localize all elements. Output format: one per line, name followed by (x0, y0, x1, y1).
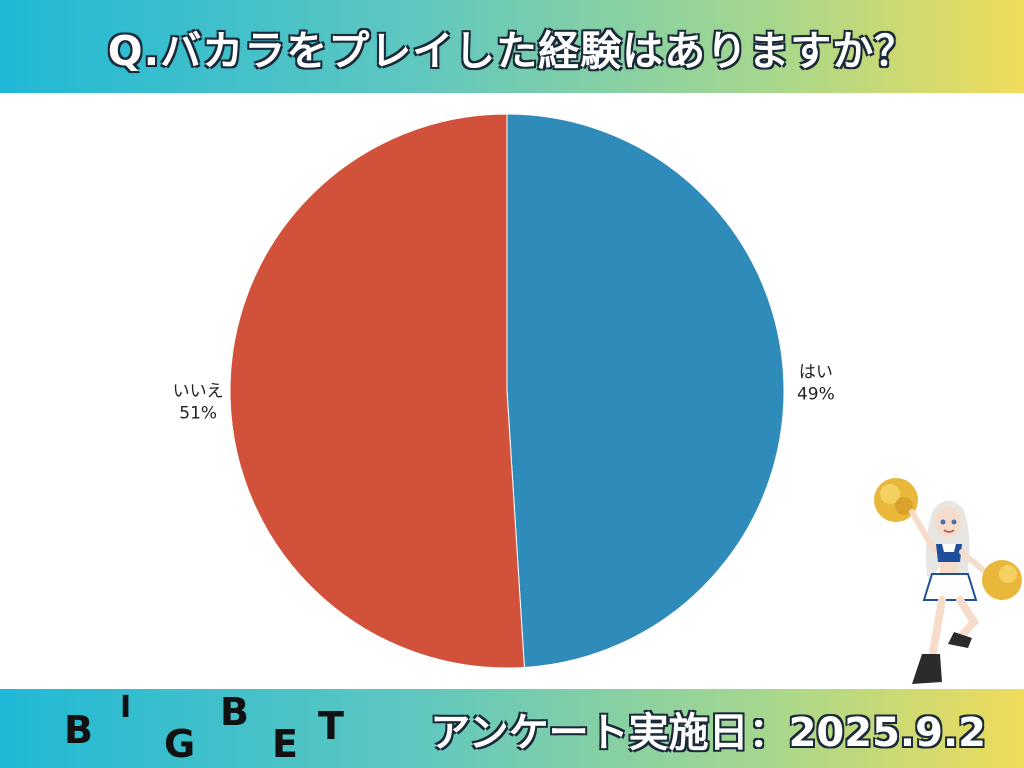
header-banner: Q.バカラをプレイした経験はありますか？ (0, 0, 1024, 93)
survey-date: アンケート実施日：2025.9.2 (430, 710, 986, 756)
slice-value-0: 49% (797, 384, 835, 404)
logo-letter: G (164, 722, 196, 766)
page-title: Q.バカラをプレイした経験はありますか？ (107, 26, 917, 75)
cheerleader-mascot-icon (874, 478, 1022, 684)
logo-letter: B (64, 708, 93, 752)
slice-label-1: いいえ (173, 382, 224, 402)
logo-letter: E (272, 722, 298, 766)
pie-slice-0 (506, 113, 785, 668)
logo-letter: I (120, 690, 132, 725)
bigbet-logo: B I G B E T (60, 693, 360, 765)
slice-label-0: はい (799, 362, 833, 382)
slice-value-1: 51% (179, 404, 217, 424)
pie-slice-1 (229, 113, 525, 669)
logo-letter: B (220, 690, 249, 734)
footer-banner: B I G B E T アンケート実施日：2025.9.2 (0, 689, 1024, 768)
logo-letter: T (318, 704, 344, 748)
pie-chart: はい 49% いいえ 51% (0, 93, 1024, 689)
